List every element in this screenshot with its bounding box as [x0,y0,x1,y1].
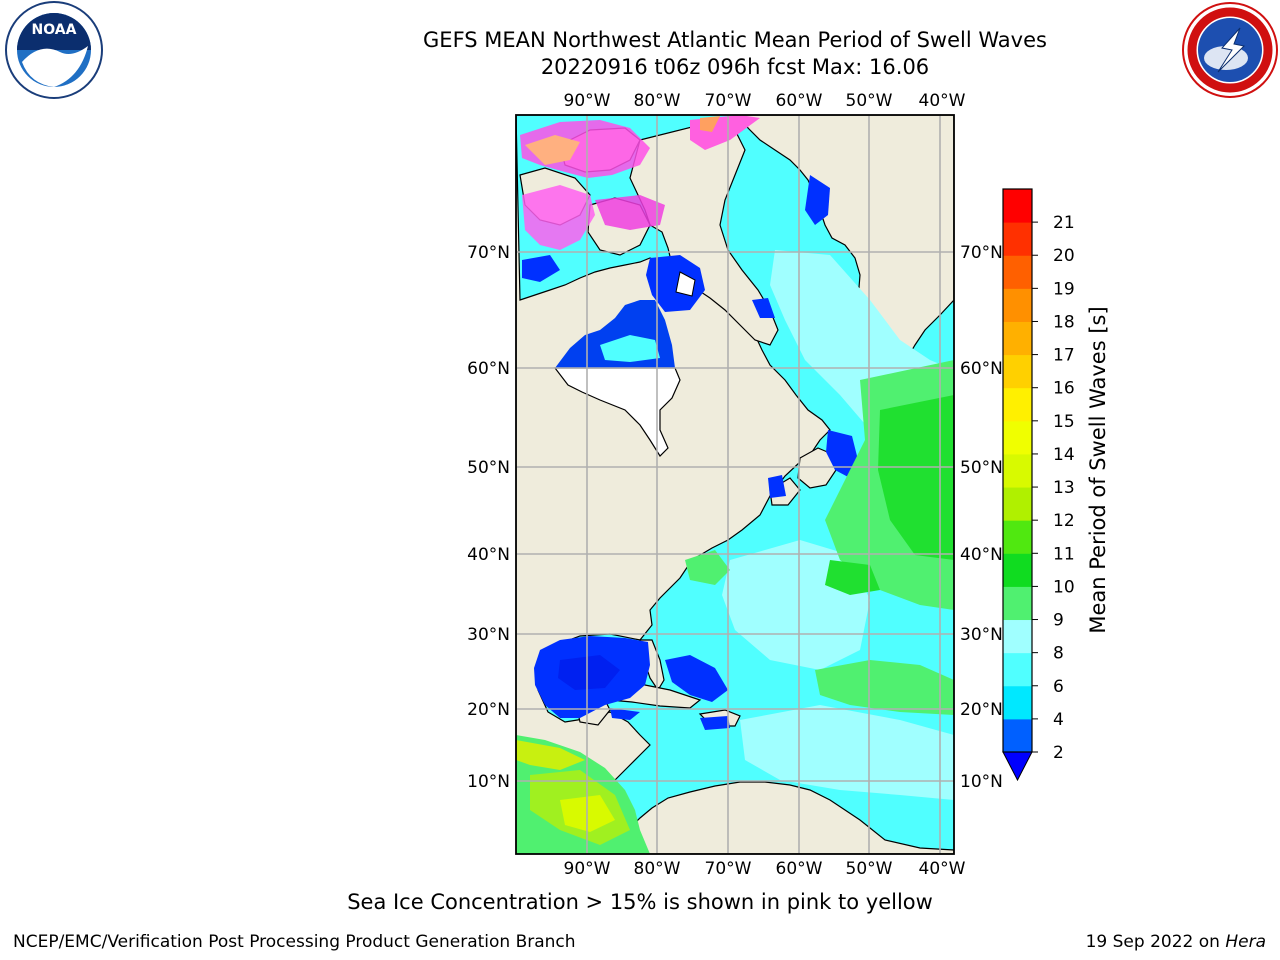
bottom-longitude-labels: 90°W 80°W 70°W 60°W 50°W 40°W [564,859,966,879]
lon-label-bottom: 90°W [564,859,611,879]
lat-label-left: 30°N [467,625,510,645]
colorbar-tick-label: 15 [1053,412,1075,432]
map-panel [516,115,954,854]
colorbar-outline [1002,188,1033,753]
south-america-land [599,781,954,854]
sea-ice-caption: Sea Ice Concentration > 15% is shown in … [347,890,933,914]
colorbar-tick-label: 12 [1053,511,1075,531]
greenland-land [739,115,954,363]
footer-credit: NCEP/EMC/Verification Post Processing Pr… [13,932,576,952]
colorbar-title: Mean Period of Swell Waves [s] [1086,306,1110,633]
lat-label-left: 20°N [467,700,510,720]
map-frame [515,114,955,855]
colorbar-segment [1003,487,1032,521]
lon-label-top: 60°W [776,91,823,111]
colorbar: 2 4 6 8 9 10 11 12 13 14 15 16 17 18 19 20 21 [1002,188,1075,782]
lon-label-bottom: 50°W [846,859,893,879]
colorbar-segment [1003,586,1032,621]
lat-label-left: 10°N [467,772,510,792]
sea-ice-field [520,115,760,282]
newfoundland-land [797,447,837,489]
lat-label-right: 50°N [960,458,1003,478]
colorbar-tick-label: 13 [1053,478,1075,498]
swell-9-12s-field [516,360,954,854]
colorbar-segment [1003,189,1032,223]
lat-label-right: 60°N [960,359,1003,379]
colorbar-tick-label: 18 [1053,312,1075,332]
colorbar-segment [1003,718,1032,753]
lon-label-top: 70°W [705,91,752,111]
footer-date-text: 19 Sep 2022 on [1085,932,1226,952]
colorbar-tick-label: 21 [1053,213,1075,233]
lon-label-bottom: 40°W [919,859,966,879]
noaa-logo-text: NOAA [32,22,77,38]
colorbar-segment [1003,420,1032,455]
colorbar-segment [1003,685,1032,720]
lon-label-bottom: 60°W [776,859,823,879]
colorbar-tick-label: 9 [1053,611,1064,631]
lat-label-right: 30°N [960,625,1003,645]
colorbar-under-arrow [1002,751,1033,782]
colorbar-tick-label: 6 [1053,677,1064,697]
colorbar-tick-label: 16 [1053,379,1075,399]
colorbar-segment [1003,520,1032,554]
lat-label-left: 40°N [467,545,510,565]
colorbar-tick-label: 10 [1053,577,1075,597]
colorbar-segment [1003,387,1032,422]
lat-label-left: 70°N [467,243,510,263]
lat-label-left: 50°N [467,458,510,478]
right-latitude-labels: 70°N 60°N 50°N 40°N 30°N 20°N 10°N [960,243,1003,792]
lat-label-right: 10°N [960,772,1003,792]
top-longitude-labels: 90°W 80°W 70°W 60°W 50°W 40°W [564,91,966,111]
colorbar-segment [1003,354,1032,389]
colorbar-tick-label: 2 [1053,743,1064,763]
lon-label-top: 40°W [919,91,966,111]
lon-label-bottom: 80°W [634,859,681,879]
colorbar-segment [1003,288,1032,322]
colorbar-segment [1003,453,1032,488]
colorbar-segment [1003,619,1032,654]
colorbar-tick-label: 4 [1053,710,1064,730]
lon-label-top: 90°W [564,91,611,111]
colorbar-segment [1003,321,1032,356]
footer-host: Hera [1225,932,1266,952]
footer-date: 19 Sep 2022 on Hera [1086,932,1266,952]
lon-label-bottom: 70°W [705,859,752,879]
colorbar-tick-label: 17 [1053,346,1075,366]
left-latitude-labels: 70°N 60°N 50°N 40°N 30°N 20°N 10°N [467,243,510,792]
chart-title: GEFS MEAN Northwest Atlantic Mean Period… [423,28,1047,52]
lon-label-top: 50°W [846,91,893,111]
colorbar-segment [1003,553,1032,587]
lat-label-right: 70°N [960,243,1003,263]
lon-label-top: 80°W [634,91,681,111]
colorbar-segment [1003,255,1032,289]
lat-label-right: 40°N [960,545,1003,565]
baffin-island-land [629,124,779,346]
colorbar-tick-label: 19 [1053,279,1075,299]
lat-label-left: 60°N [467,359,510,379]
colorbar-segment [1003,222,1032,256]
colorbar-segment [1003,652,1032,687]
lat-label-right: 20°N [960,700,1003,720]
colorbar-tick-label: 11 [1053,544,1075,564]
colorbar-tick-label: 8 [1053,644,1064,664]
map-gridlines [516,115,954,854]
chart-subtitle: 20220916 t06z 096h fcst Max: 16.06 [540,55,930,79]
colorbar-tick-label: 20 [1053,246,1075,266]
colorbar-tick-label: 14 [1053,445,1075,465]
noaa-logo: NOAA [5,1,103,99]
nws-logo [1182,2,1278,98]
